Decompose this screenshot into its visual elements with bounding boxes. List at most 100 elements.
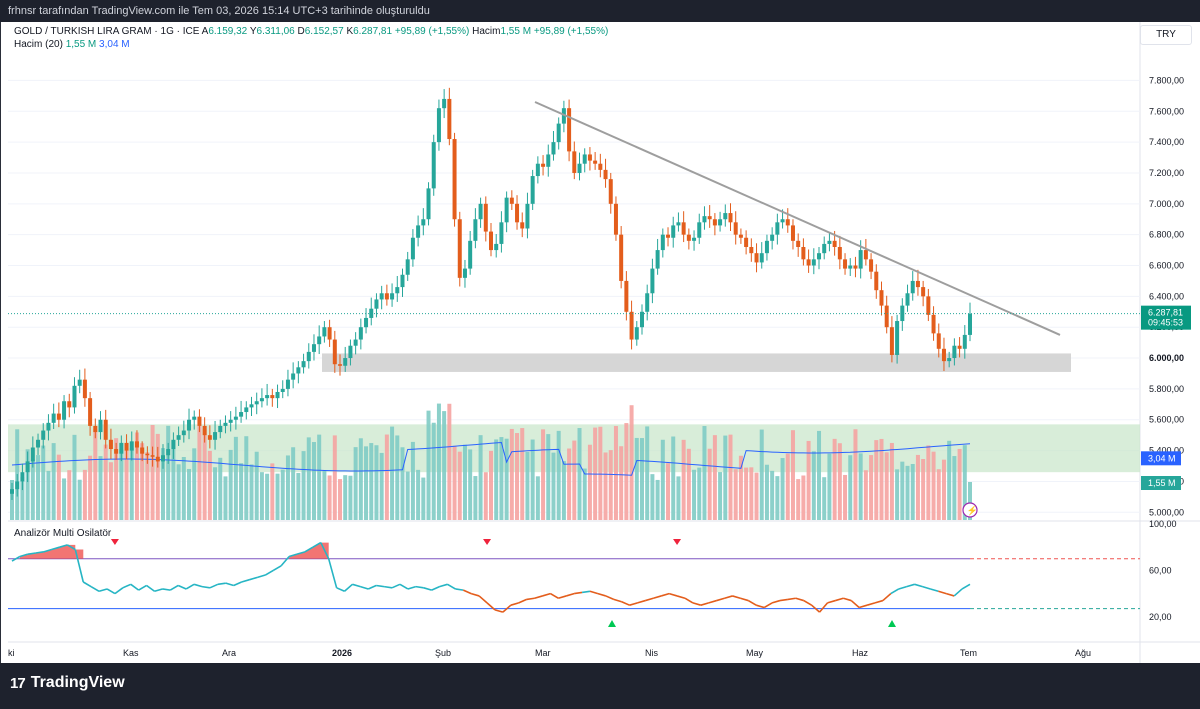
volume-bar — [56, 454, 61, 520]
volume-bar — [301, 451, 306, 520]
volume-bar — [140, 443, 145, 520]
candle-body — [775, 222, 780, 235]
candle-body — [447, 98, 452, 140]
candle-body — [489, 231, 493, 251]
candle-body — [718, 219, 723, 226]
tradingview-logo: 17 TradingView — [10, 674, 125, 692]
volume-bar — [223, 476, 228, 520]
candle-body — [843, 259, 848, 269]
volume-bar — [603, 452, 608, 520]
osc-line-segment — [82, 581, 92, 588]
volume-bar — [515, 433, 520, 520]
volume-bar — [556, 430, 561, 520]
symbol-label[interactable]: GOLD / TURKISH LIRA GRAM · 1G · ICE — [14, 26, 200, 37]
volume-bar — [801, 475, 806, 520]
candle-body — [140, 447, 145, 454]
candle-body — [728, 213, 733, 223]
volume-bar — [697, 467, 702, 520]
footer-bar — [0, 663, 1200, 709]
volume-bar — [520, 428, 525, 520]
candle-body — [546, 154, 551, 167]
osc-line-segment — [724, 595, 733, 600]
volume-bar — [655, 479, 660, 520]
candle-body — [645, 293, 650, 312]
volume-bar — [51, 443, 56, 520]
candle-body — [426, 188, 431, 220]
candle-body — [150, 455, 155, 457]
osc-line-segment — [763, 602, 773, 609]
candle-body — [103, 419, 108, 440]
y-tick-label: 5.800,00 — [1149, 384, 1184, 394]
volume-bar — [176, 464, 181, 520]
candle-body — [822, 243, 827, 254]
candle-body — [952, 345, 957, 359]
candle-body — [265, 395, 270, 399]
x-tick-label: 2026 — [332, 648, 352, 658]
candle-body — [837, 247, 842, 260]
volume-bar — [811, 451, 816, 520]
candle-body — [811, 259, 816, 266]
volume-bar — [244, 436, 249, 520]
volume-bar — [82, 469, 87, 520]
volume-bar — [296, 473, 301, 520]
volume-bar — [124, 443, 129, 520]
osc-line-segment — [613, 598, 622, 603]
volume-bar — [718, 472, 723, 520]
osc-tick-label: 100,00 — [1149, 519, 1177, 529]
osc-line-segment — [818, 602, 829, 613]
osc-line-segment — [423, 587, 432, 591]
low-value: 6.152,57 — [304, 26, 344, 37]
osc-line-segment — [645, 597, 654, 602]
volume-bar — [67, 470, 72, 520]
sell-signal-icon — [110, 539, 119, 545]
x-tick-label: Mar — [535, 648, 551, 658]
candle-body — [608, 179, 613, 204]
candle-body — [478, 203, 483, 220]
candle-body — [306, 351, 311, 362]
volume-bar — [869, 455, 874, 520]
candle-body — [582, 154, 587, 164]
candle-body — [895, 321, 900, 355]
y-tick-label: 6.400,00 — [1149, 291, 1184, 301]
volume-bar — [327, 475, 332, 520]
volume-ma-label[interactable]: Hacim (20) — [14, 39, 63, 50]
candle-body — [62, 401, 67, 420]
open-value: 6.159,32 — [208, 26, 248, 37]
volume-ma-value-2: 3,04 M — [99, 39, 130, 50]
volume-bar — [30, 459, 35, 520]
candle-body — [395, 287, 400, 294]
volume-bar — [254, 451, 259, 520]
candle-body — [499, 222, 504, 244]
candle-body — [905, 293, 910, 306]
osc-line-segment — [367, 584, 377, 590]
volume-bar — [228, 449, 233, 520]
candle-body — [483, 203, 488, 232]
volume-bar — [197, 426, 202, 520]
candle-body — [259, 398, 264, 402]
osc-line-segment — [716, 597, 725, 602]
candle-body — [796, 240, 801, 247]
candle-body — [46, 422, 51, 431]
volume-bar — [93, 429, 98, 520]
candle-body — [535, 163, 540, 177]
osc-line-segment — [668, 592, 678, 597]
volume-ma-line — [11, 441, 971, 476]
osc-line-segment — [162, 588, 171, 591]
osc-line-segment — [756, 604, 765, 609]
osc-line-segment — [494, 609, 504, 613]
osc-line-segment — [558, 595, 567, 600]
candle-body — [707, 216, 712, 220]
x-tick-label: Şub — [435, 648, 451, 658]
osc-line-segment — [898, 585, 907, 590]
volume-bar — [270, 463, 275, 520]
oscillator-label[interactable]: Analizör Multi Osilatör — [14, 528, 112, 539]
candle-body — [327, 327, 332, 340]
osc-line-segment — [684, 597, 694, 604]
currency-button[interactable]: TRY — [1140, 25, 1192, 45]
volume-bar — [504, 438, 509, 520]
osc-line-segment — [177, 584, 187, 590]
candle-body — [879, 290, 884, 306]
volume-bar — [728, 434, 733, 520]
trendline — [534, 101, 1061, 336]
